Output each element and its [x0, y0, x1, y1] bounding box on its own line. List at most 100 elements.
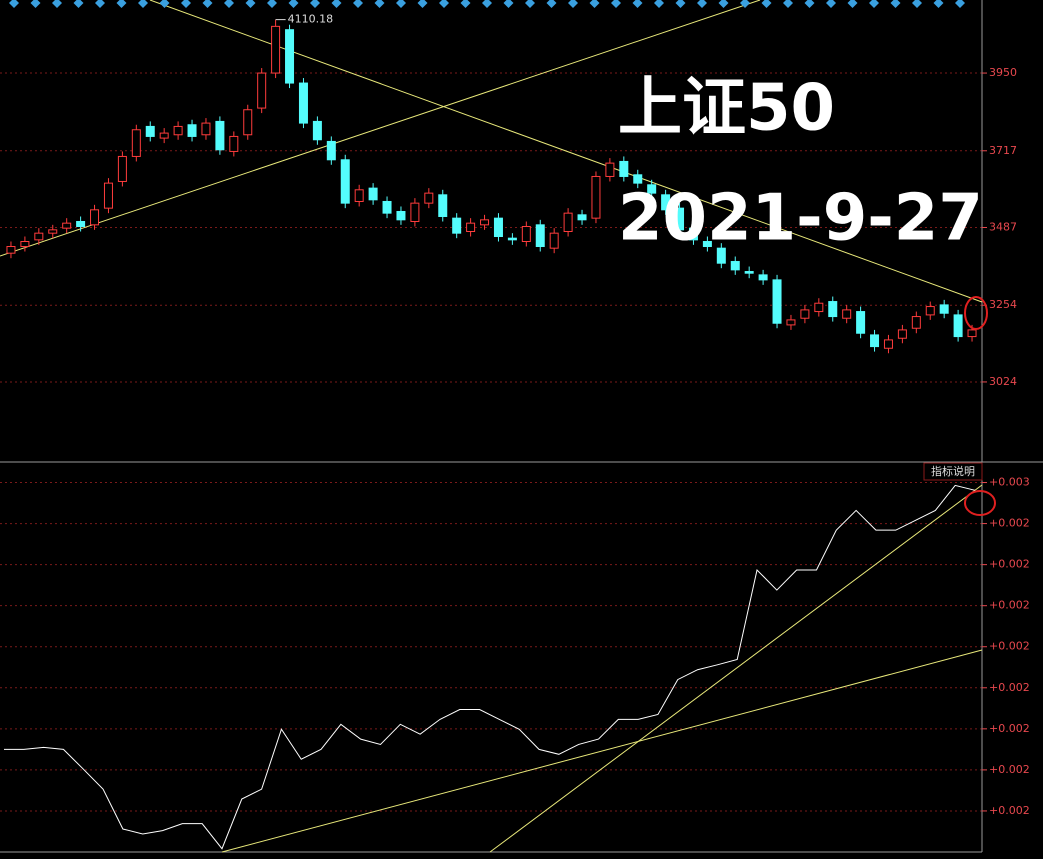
chart-subtitle: 2021-9-27: [618, 182, 983, 256]
indicator-button-label[interactable]: 指标说明: [931, 464, 975, 478]
marker-diamond: [30, 0, 41, 8]
candle-body: [215, 120, 225, 151]
candle-body: [842, 309, 852, 319]
y-tick-label: +0.002: [989, 681, 1030, 694]
candle-body: [786, 319, 796, 326]
candle-body: [883, 339, 893, 349]
candle-body: [953, 314, 963, 338]
candle-body: [925, 306, 935, 316]
marker-diamond: [869, 0, 879, 8]
marker-diamond: [224, 0, 234, 8]
marker-diamond: [439, 0, 449, 8]
peak-label: 4110.18: [288, 13, 334, 26]
marker-diamond: [826, 0, 836, 8]
marker-diamond: [245, 0, 256, 8]
candle-body: [243, 109, 253, 136]
marker-diamond: [460, 0, 471, 8]
y-tick-label: +0.002: [989, 804, 1030, 817]
candle-body: [967, 329, 977, 338]
candle-body: [633, 174, 643, 184]
marker-diamond: [568, 0, 578, 8]
candle-body: [521, 225, 531, 243]
marker-diamond: [159, 0, 170, 8]
marker-diamond: [353, 0, 363, 8]
marker-diamond: [804, 0, 815, 8]
marker-diamond: [310, 0, 320, 8]
candle-body: [897, 329, 907, 339]
trend-line: [221, 649, 983, 853]
y-tick-label: +0.002: [989, 722, 1030, 735]
indicator-line: [4, 484, 976, 850]
marker-diamond: [73, 0, 84, 8]
candle-body: [563, 212, 573, 233]
marker-diamond: [654, 0, 664, 8]
trend-line: [0, 0, 761, 257]
candle-body: [702, 241, 712, 248]
marker-diamond: [761, 0, 772, 8]
marker-diamond: [503, 0, 514, 8]
candle-body: [424, 192, 434, 204]
chart-title: 上证50: [618, 72, 835, 146]
highlight-circle: [964, 490, 996, 516]
indicator-button[interactable]: [923, 462, 983, 481]
marker-diamond: [52, 0, 62, 8]
candle-body: [229, 135, 239, 152]
y-tick-label: +0.002: [989, 558, 1030, 571]
marker-diamond: [589, 0, 600, 8]
marker-diamond: [718, 0, 729, 8]
candle-body: [354, 189, 364, 202]
marker-diamond: [9, 0, 19, 8]
y-tick-label: 3487: [989, 220, 1017, 233]
marker-diamond: [933, 0, 944, 8]
y-tick-label: +0.002: [989, 763, 1030, 776]
candle-body: [396, 210, 406, 221]
candle-body: [856, 311, 866, 334]
candle-body: [549, 232, 559, 249]
candle-body: [870, 334, 880, 348]
candle-body: [535, 224, 545, 248]
candle-body: [939, 304, 949, 314]
marker-diamond: [890, 0, 901, 8]
y-tick-label: +0.003: [989, 476, 1030, 489]
candle-body: [814, 302, 824, 313]
candle-body: [285, 29, 295, 84]
candle-body: [466, 222, 476, 233]
candle-body: [438, 194, 448, 217]
marker-diamond: [697, 0, 707, 8]
candle-body: [730, 261, 740, 271]
candle-body: [34, 232, 44, 241]
y-tick-label: 3950: [989, 66, 1017, 79]
candle-body: [340, 159, 350, 204]
marker-diamond: [138, 0, 148, 8]
marker-diamond: [95, 0, 105, 8]
marker-diamond: [396, 0, 406, 8]
marker-diamond: [525, 0, 535, 8]
candle-body: [20, 241, 30, 248]
highlight-circle: [964, 296, 988, 330]
marker-diamond: [374, 0, 385, 8]
candle-body: [6, 246, 16, 254]
candle-body: [159, 132, 169, 139]
candle-body: [368, 187, 378, 201]
candle-body: [619, 160, 629, 177]
candle-body: [591, 175, 601, 219]
candle-body: [772, 279, 782, 324]
y-tick-label: 3254: [989, 298, 1017, 311]
marker-diamond: [417, 0, 428, 8]
marker-diamond: [288, 0, 299, 8]
candle-body: [62, 222, 72, 229]
candle-body: [661, 194, 671, 211]
candle-body: [117, 155, 127, 182]
candle-body: [493, 217, 503, 238]
candle-body: [201, 122, 211, 136]
candle-body: [828, 301, 838, 318]
candle-body: [312, 120, 322, 141]
candle-body: [131, 129, 141, 157]
y-tick-label: +0.002: [989, 640, 1030, 653]
candle-body: [675, 207, 685, 231]
marker-diamond: [783, 0, 793, 8]
candle-body: [48, 229, 58, 234]
marks-layer: 3950 3717 3487 3254 3024 4110.18 +0.003 +0.002 +…: [4, 0, 1030, 850]
